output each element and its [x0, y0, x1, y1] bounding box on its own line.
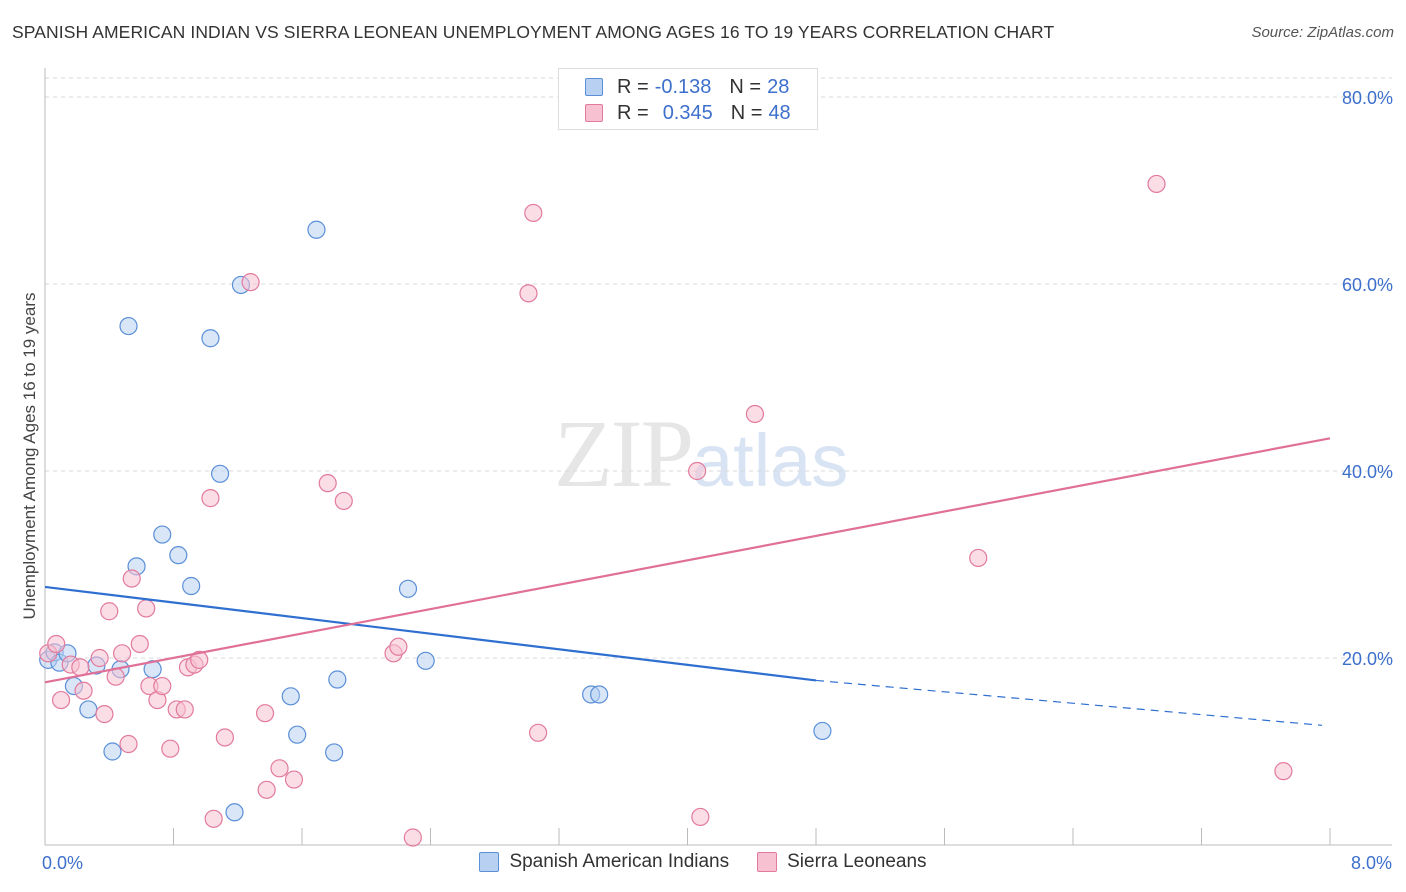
x-tick-min: 0.0%: [42, 853, 84, 873]
data-point: [1147, 174, 1166, 194]
data-point: [201, 329, 220, 348]
legend-label: Sierra Leoneans: [787, 851, 927, 872]
data-point: [257, 780, 276, 799]
data-point: [201, 489, 220, 508]
data-point: [813, 721, 832, 741]
data-point: [241, 273, 260, 292]
data-point: [90, 648, 109, 668]
data-point: [307, 220, 326, 239]
series-legend: Spanish American Indians Sierra Leoneans: [0, 851, 1406, 873]
y-tick-label: 20.0%: [1342, 649, 1393, 669]
data-point: [325, 743, 344, 762]
correlation-legend: R = -0.138 N = 28 R = 0.345 N = 48: [558, 68, 818, 130]
data-point: [47, 634, 66, 654]
legend-swatch-pink: [757, 852, 778, 872]
data-point: [519, 284, 538, 303]
watermark-zip: ZIP: [554, 400, 694, 507]
legend-row-blue: R = -0.138 N = 28: [585, 74, 789, 100]
data-point: [182, 576, 201, 596]
watermark-atlas: atlas: [692, 419, 849, 502]
data-point: [137, 599, 156, 618]
legend-item-spanish-american-indians: Spanish American Indians: [479, 851, 729, 873]
data-point: [745, 404, 765, 424]
legend-r-label: R =: [617, 101, 649, 124]
trend-line-pink: [44, 437, 1331, 684]
data-point: [416, 651, 435, 670]
y-tick-label: 60.0%: [1342, 275, 1393, 295]
data-point: [79, 700, 98, 719]
data-point: [524, 203, 543, 223]
data-point: [51, 690, 71, 710]
source-label: Source: ZipAtlas.com: [1251, 24, 1394, 41]
data-point: [161, 739, 180, 758]
legend-n-value: 48: [768, 101, 791, 124]
legend-n-value: 28: [767, 75, 790, 98]
chart-title: SPANISH AMERICAN INDIAN VS SIERRA LEONEA…: [12, 22, 1055, 42]
legend-r-label: R =: [617, 75, 649, 98]
legend-r-value: 0.345: [662, 101, 713, 124]
y-tick-label: 40.0%: [1342, 462, 1393, 482]
legend-swatch-pink: [585, 104, 603, 122]
data-point: [119, 734, 138, 754]
data-point: [1274, 762, 1293, 781]
data-point: [210, 464, 230, 483]
data-point: [969, 548, 988, 568]
data-point: [270, 759, 289, 778]
data-point: [389, 637, 408, 656]
series-sierra-leoneans: [39, 174, 1293, 847]
legend-item-sierra-leoneans: Sierra Leoneans: [757, 851, 927, 873]
data-point: [334, 491, 353, 511]
data-point: [288, 725, 307, 744]
data-point: [190, 650, 209, 669]
x-tick-max: 8.0%: [1350, 853, 1392, 873]
trend-lines: [44, 437, 1331, 726]
data-point: [95, 704, 114, 724]
data-point: [318, 474, 337, 493]
legend-swatch-blue: [585, 78, 603, 96]
data-point: [204, 809, 223, 828]
data-point: [119, 316, 138, 336]
data-point: [130, 634, 149, 654]
data-point: [175, 700, 194, 719]
tick-labels: 20.0% 40.0% 60.0% 80.0%: [1342, 88, 1393, 669]
data-point: [398, 579, 418, 598]
data-point: [590, 685, 609, 704]
series-spanish-american-indians: [39, 220, 832, 822]
data-point: [169, 546, 188, 565]
data-point: [284, 770, 304, 789]
data-point: [122, 569, 141, 588]
data-point: [688, 461, 707, 481]
data-point: [74, 681, 93, 700]
data-point: [328, 670, 347, 689]
data-point: [153, 525, 172, 544]
data-point: [529, 723, 548, 742]
watermark: ZIPatlas: [554, 398, 848, 509]
data-point: [100, 602, 119, 621]
data-point: [403, 828, 422, 847]
legend-swatch-blue: [479, 852, 500, 872]
legend-n-label: N =: [730, 101, 763, 124]
data-point: [255, 704, 275, 723]
legend-label: Spanish American Indians: [509, 851, 730, 872]
trend-line-blue-extension: [815, 679, 1323, 726]
data-point: [281, 687, 300, 706]
legend-row-pink: R = 0.345 N = 48: [585, 100, 791, 126]
data-point: [71, 658, 90, 677]
legend-n-label: N =: [729, 75, 762, 98]
data-point: [225, 803, 244, 822]
trend-line-blue: [44, 585, 817, 682]
data-point: [112, 644, 132, 663]
data-point: [103, 742, 122, 761]
data-point: [153, 676, 172, 696]
data-point: [215, 728, 234, 747]
data-point: [691, 807, 710, 827]
legend-r-value: -0.138: [654, 75, 712, 98]
axes: [44, 68, 1392, 846]
y-tick-label: 80.0%: [1342, 88, 1393, 108]
grid-lines: [45, 77, 1392, 659]
